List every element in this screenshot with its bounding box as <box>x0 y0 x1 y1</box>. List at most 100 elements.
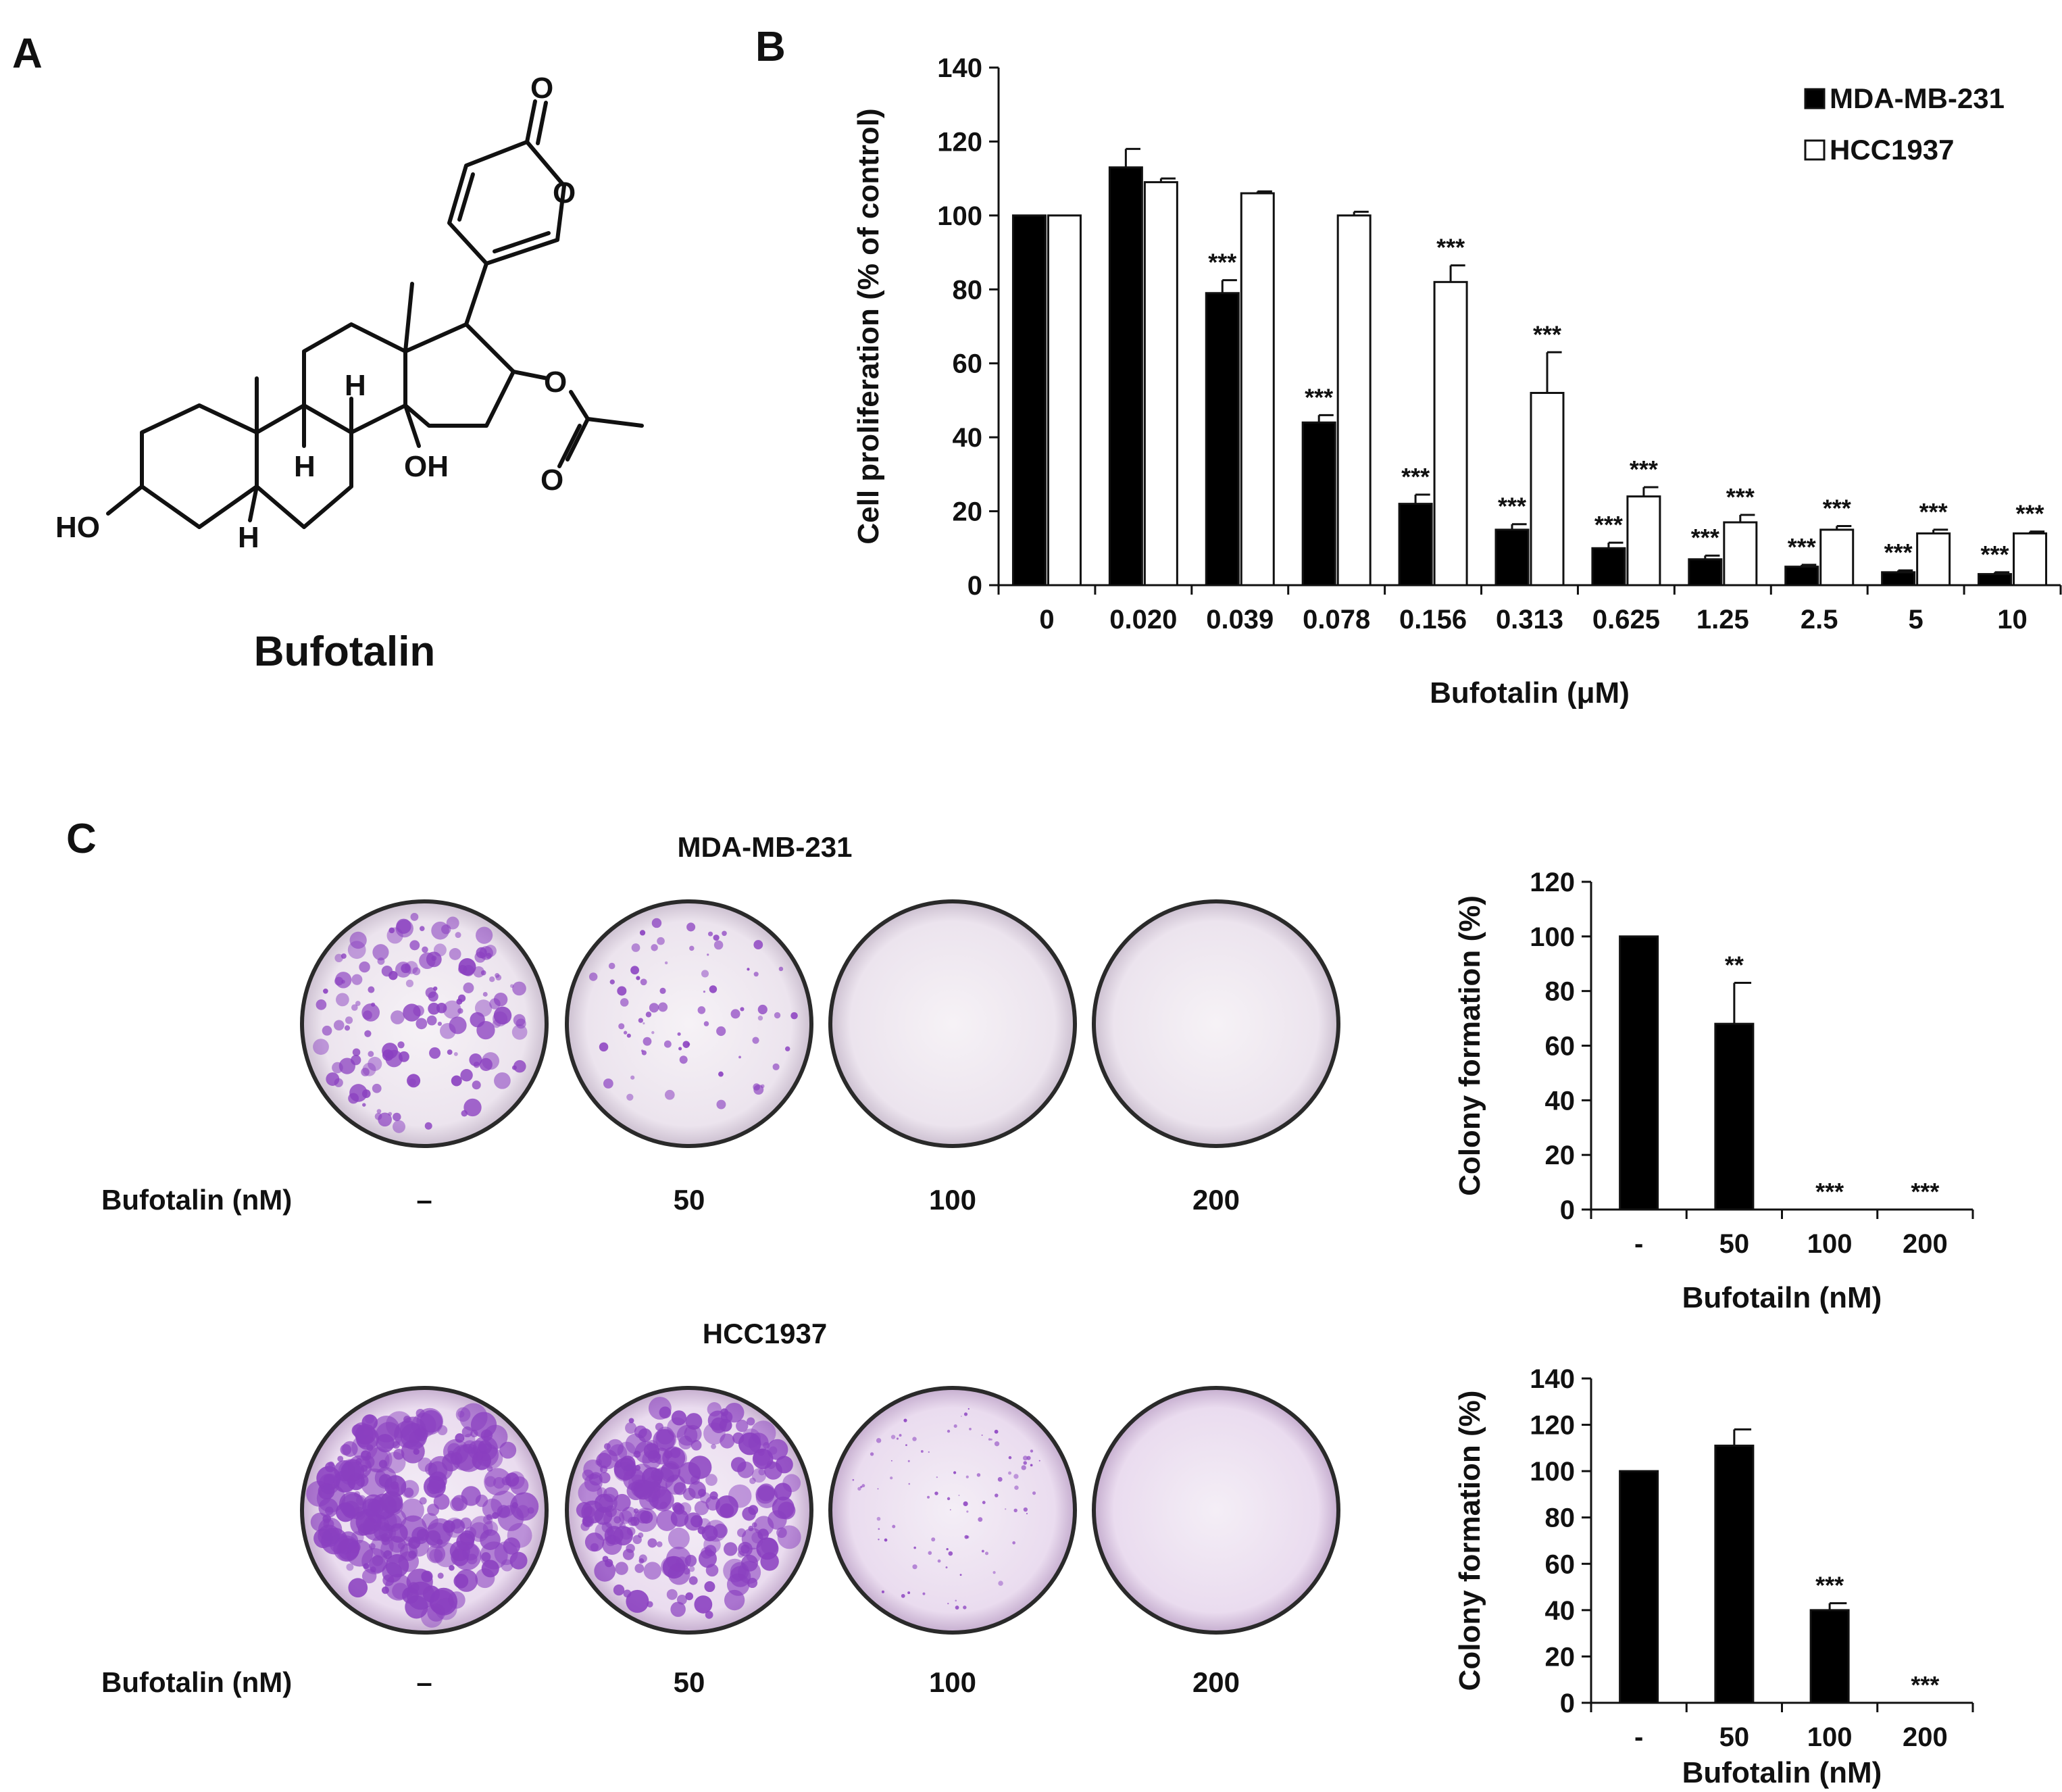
colony <box>338 1057 355 1074</box>
panel-a-letter: A <box>12 30 43 77</box>
colony <box>994 1429 999 1434</box>
colony <box>776 1527 787 1538</box>
colony <box>630 1075 635 1080</box>
colony <box>711 1443 716 1449</box>
colony <box>316 1483 346 1513</box>
colony <box>411 1526 429 1545</box>
colony <box>676 1594 687 1605</box>
colony <box>907 1460 910 1462</box>
colony <box>647 1538 657 1548</box>
colony <box>380 1491 403 1514</box>
atom-o-carbonyl: O <box>530 72 553 105</box>
colony <box>356 1495 367 1505</box>
colony <box>613 1584 625 1596</box>
colony <box>501 1559 513 1572</box>
colony <box>990 1438 992 1441</box>
colony <box>361 1089 371 1098</box>
colony <box>427 1518 453 1544</box>
colony <box>334 953 343 963</box>
colony <box>1032 1491 1036 1495</box>
colony <box>630 966 639 975</box>
colony <box>411 1412 436 1438</box>
colony <box>964 1535 969 1539</box>
x-tick-label: 10 <box>1997 605 2028 634</box>
colony <box>372 944 389 961</box>
colony <box>1026 1512 1028 1515</box>
colony <box>707 1402 722 1417</box>
colony <box>625 1422 637 1434</box>
colony <box>1021 1465 1026 1470</box>
colony <box>351 974 363 985</box>
legend-label: MDA-MB-231 <box>1830 82 2005 114</box>
colony <box>599 1472 611 1484</box>
colony <box>1008 1471 1012 1475</box>
row1-treatment-label: Bufotalin (nM) <box>101 1184 292 1216</box>
colony <box>647 1601 653 1608</box>
colony <box>349 931 367 949</box>
colony <box>955 1606 959 1610</box>
bar <box>1530 391 1565 587</box>
colony <box>641 1050 647 1055</box>
colony <box>397 1542 405 1549</box>
colony <box>507 1471 525 1490</box>
colony <box>472 1080 481 1090</box>
legend-swatch <box>1804 88 1826 109</box>
x-tick-label: 0.020 <box>1109 605 1177 634</box>
colony <box>913 1546 916 1549</box>
colony <box>688 1576 698 1585</box>
colony <box>628 1418 634 1424</box>
dish-row-mda-mb-231 <box>300 899 1340 1148</box>
significance-label: *** <box>1919 498 1948 526</box>
colony <box>355 1424 376 1445</box>
colony <box>724 1589 745 1611</box>
colony <box>881 1590 884 1593</box>
colony <box>995 1493 999 1497</box>
colony <box>334 976 344 986</box>
colony <box>1030 1464 1033 1467</box>
colony <box>1038 1460 1040 1462</box>
colony <box>613 1462 634 1482</box>
colony <box>428 1002 441 1015</box>
colony <box>386 1411 413 1439</box>
colony <box>666 1589 678 1600</box>
significance-label: *** <box>1911 1178 1939 1205</box>
colony <box>594 1560 616 1582</box>
colony <box>1023 1507 1028 1512</box>
colony <box>890 1460 892 1462</box>
colony <box>769 1446 778 1455</box>
colony <box>495 974 502 981</box>
significance-label: ** <box>1725 951 1744 979</box>
colony <box>638 1554 647 1563</box>
colony <box>896 1437 899 1440</box>
y-tick-label: 120 <box>937 127 982 157</box>
colony <box>668 1527 690 1549</box>
colony <box>634 1564 645 1573</box>
colony <box>670 1601 686 1617</box>
significance-label: *** <box>1788 533 1816 561</box>
x-tick-label: 50 <box>1719 1722 1750 1752</box>
culture-dish <box>828 899 1077 1148</box>
colony <box>511 1024 528 1040</box>
colony <box>323 1474 335 1486</box>
colony <box>1013 1474 1019 1479</box>
colony <box>425 987 436 998</box>
colony <box>651 1030 655 1035</box>
colony <box>963 1412 968 1416</box>
y-tick-label: 60 <box>953 349 983 379</box>
colony <box>341 1461 362 1483</box>
colony <box>336 993 349 1007</box>
colony <box>738 1560 761 1584</box>
colony <box>905 1444 907 1447</box>
colony <box>775 1455 793 1474</box>
colony <box>651 944 658 951</box>
colony <box>609 979 615 985</box>
colony <box>447 1049 453 1055</box>
colony <box>753 940 763 949</box>
colony <box>437 1572 444 1579</box>
colony <box>475 926 493 944</box>
colony <box>690 1515 703 1528</box>
colony <box>658 1002 668 1012</box>
colony <box>678 1047 682 1051</box>
colony <box>670 1509 689 1527</box>
colony <box>618 1023 625 1030</box>
